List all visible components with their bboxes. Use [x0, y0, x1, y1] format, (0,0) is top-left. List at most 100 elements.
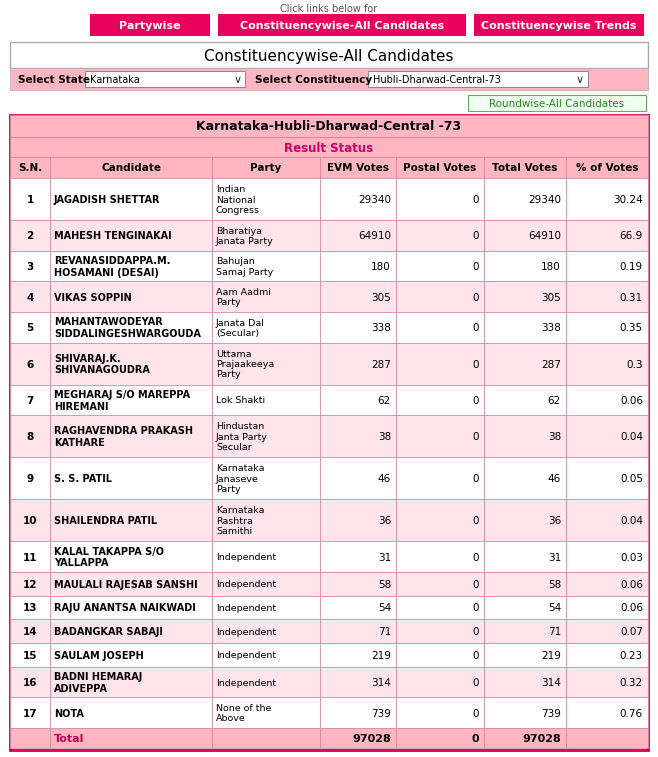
- Bar: [10, 596, 50, 619]
- Bar: [50, 385, 212, 415]
- Bar: [566, 157, 648, 178]
- Bar: [10, 415, 50, 457]
- Text: 180: 180: [542, 262, 561, 272]
- Text: 0.35: 0.35: [620, 323, 643, 333]
- Bar: [320, 499, 396, 541]
- Text: 9: 9: [26, 474, 34, 484]
- Text: BADANGKAR SABAJI: BADANGKAR SABAJI: [54, 627, 163, 637]
- Text: ∨: ∨: [234, 75, 242, 85]
- Text: 0.76: 0.76: [620, 709, 643, 718]
- Bar: [566, 619, 648, 643]
- Bar: [10, 541, 50, 572]
- Bar: [320, 457, 396, 499]
- Bar: [50, 643, 212, 667]
- Bar: [50, 572, 212, 596]
- Bar: [396, 596, 484, 619]
- Bar: [396, 697, 484, 728]
- Text: 14: 14: [22, 627, 38, 637]
- Text: 0.19: 0.19: [620, 262, 643, 272]
- Bar: [10, 572, 50, 596]
- Text: Independent: Independent: [216, 628, 276, 637]
- Text: 0: 0: [472, 262, 479, 272]
- Text: 16: 16: [23, 678, 38, 688]
- Bar: [566, 385, 648, 415]
- Text: 0: 0: [472, 232, 479, 241]
- Bar: [484, 541, 566, 572]
- Bar: [10, 343, 50, 385]
- Text: 97028: 97028: [522, 734, 561, 744]
- Bar: [320, 157, 396, 178]
- Bar: [10, 457, 50, 499]
- Text: 10: 10: [23, 516, 38, 526]
- Text: 739: 739: [541, 709, 561, 718]
- Bar: [396, 541, 484, 572]
- Bar: [468, 95, 646, 111]
- Bar: [320, 415, 396, 457]
- Text: 0: 0: [472, 293, 479, 303]
- Bar: [484, 643, 566, 667]
- Bar: [212, 728, 320, 748]
- Text: 0: 0: [472, 580, 479, 590]
- Bar: [566, 178, 648, 220]
- Bar: [10, 137, 648, 157]
- Text: Constituencywise-All Candidates: Constituencywise-All Candidates: [240, 21, 444, 31]
- Text: 46: 46: [547, 474, 561, 484]
- Text: % of Votes: % of Votes: [576, 163, 638, 173]
- Bar: [212, 343, 320, 385]
- Text: 17: 17: [22, 709, 38, 718]
- Text: 6: 6: [26, 360, 34, 369]
- Bar: [396, 457, 484, 499]
- Bar: [10, 178, 50, 220]
- Text: 1: 1: [26, 195, 34, 205]
- Text: Lok Shakti: Lok Shakti: [216, 397, 265, 406]
- Text: Candidate: Candidate: [101, 163, 161, 173]
- Text: EVM Votes: EVM Votes: [327, 163, 389, 173]
- Bar: [566, 282, 648, 312]
- Bar: [566, 667, 648, 697]
- Bar: [396, 667, 484, 697]
- Bar: [50, 619, 212, 643]
- Text: Postal Votes: Postal Votes: [403, 163, 476, 173]
- Bar: [484, 343, 566, 385]
- Bar: [320, 541, 396, 572]
- Bar: [566, 251, 648, 282]
- Text: Karnataka
Rashtra
Samithi: Karnataka Rashtra Samithi: [216, 506, 265, 536]
- Text: Uttama
Prajaakeeya
Party: Uttama Prajaakeeya Party: [216, 350, 274, 379]
- Text: 338: 338: [371, 323, 391, 333]
- Bar: [10, 251, 50, 282]
- Text: 219: 219: [541, 651, 561, 661]
- Text: Independent: Independent: [216, 678, 276, 687]
- Bar: [320, 178, 396, 220]
- Bar: [396, 343, 484, 385]
- Text: 54: 54: [378, 603, 391, 613]
- Text: Click links below for: Click links below for: [280, 4, 378, 14]
- Bar: [396, 619, 484, 643]
- Text: 305: 305: [542, 293, 561, 303]
- Bar: [10, 667, 50, 697]
- Bar: [484, 385, 566, 415]
- Bar: [566, 596, 648, 619]
- Text: Hindustan
Janta Party
Secular: Hindustan Janta Party Secular: [216, 422, 268, 452]
- Text: 66.9: 66.9: [620, 232, 643, 241]
- Text: 0: 0: [472, 516, 479, 526]
- Bar: [396, 157, 484, 178]
- Text: 64910: 64910: [358, 232, 391, 241]
- Text: 8: 8: [26, 432, 34, 442]
- Bar: [218, 14, 466, 36]
- Text: Aam Aadmi
Party: Aam Aadmi Party: [216, 288, 271, 307]
- Text: 0: 0: [472, 195, 479, 205]
- Text: Result Status: Result Status: [284, 142, 374, 154]
- Text: 287: 287: [541, 360, 561, 369]
- Text: 219: 219: [371, 651, 391, 661]
- Text: 0.07: 0.07: [620, 627, 643, 637]
- Text: 54: 54: [547, 603, 561, 613]
- Text: 71: 71: [378, 627, 391, 637]
- Bar: [484, 312, 566, 343]
- Bar: [566, 220, 648, 251]
- Bar: [212, 157, 320, 178]
- Bar: [212, 282, 320, 312]
- Text: Karnataka: Karnataka: [90, 75, 139, 85]
- Bar: [566, 312, 648, 343]
- Bar: [10, 220, 50, 251]
- Text: Indian
National
Congress: Indian National Congress: [216, 185, 260, 215]
